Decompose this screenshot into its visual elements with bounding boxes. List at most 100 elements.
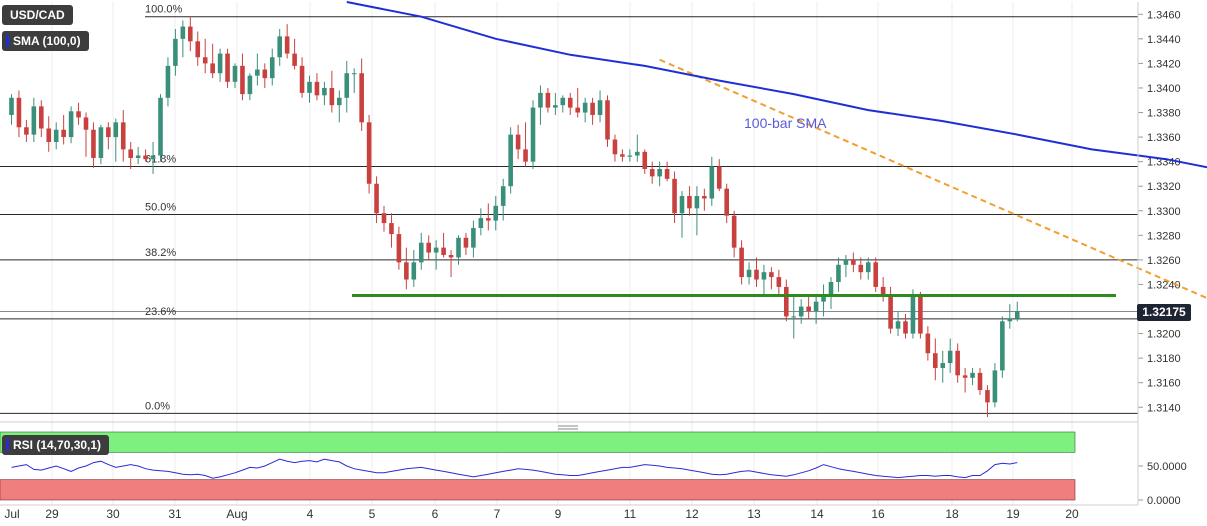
candle-body[interactable] — [180, 26, 186, 39]
sma-indicator-tag[interactable]: SMA (100,0) — [2, 31, 89, 51]
resize-handle[interactable] — [558, 425, 578, 430]
candle-body[interactable] — [255, 69, 260, 76]
candle-body[interactable] — [821, 296, 826, 302]
candle-body[interactable] — [895, 321, 901, 329]
candle-body[interactable] — [53, 129, 59, 142]
candle-body[interactable] — [135, 155, 141, 158]
candle-body[interactable] — [344, 73, 350, 98]
candle-body[interactable] — [232, 65, 238, 82]
candle-body[interactable] — [1007, 318, 1013, 322]
candle-body[interactable] — [128, 149, 133, 158]
candle-body[interactable] — [1000, 321, 1005, 371]
candle-body[interactable] — [225, 53, 230, 82]
candle-body[interactable] — [143, 155, 148, 160]
candle-body[interactable] — [702, 196, 707, 199]
candle-body[interactable] — [106, 127, 111, 138]
candle-body[interactable] — [843, 259, 849, 265]
candle-body[interactable] — [828, 282, 834, 297]
candle-body[interactable] — [202, 57, 208, 64]
candle-body[interactable] — [9, 97, 14, 115]
candle-body[interactable] — [404, 262, 409, 280]
candle-body[interactable] — [903, 321, 908, 334]
candle-body[interactable] — [396, 234, 402, 263]
candle-body[interactable] — [1014, 311, 1020, 319]
candle-body[interactable] — [918, 296, 923, 334]
candle-body[interactable] — [858, 264, 864, 273]
candle-body[interactable] — [31, 106, 37, 135]
candle-body[interactable] — [150, 155, 156, 160]
candle-body[interactable] — [299, 65, 305, 93]
candlesticks[interactable] — [9, 16, 1020, 418]
candle-body[interactable] — [493, 205, 499, 221]
candle-body[interactable] — [865, 262, 871, 273]
candle-body[interactable] — [433, 247, 439, 253]
candle-body[interactable] — [761, 272, 767, 280]
candle-body[interactable] — [560, 97, 566, 106]
candle-body[interactable] — [359, 73, 364, 123]
candle-body[interactable] — [314, 81, 320, 96]
candle-body[interactable] — [337, 97, 342, 106]
candle-body[interactable] — [784, 286, 789, 317]
candle-body[interactable] — [269, 57, 275, 79]
candle-body[interactable] — [664, 169, 670, 179]
candle-body[interactable] — [329, 87, 335, 106]
candle-body[interactable] — [277, 36, 282, 58]
candle-body[interactable] — [188, 26, 193, 42]
candle-body[interactable] — [910, 296, 916, 334]
candle-body[interactable] — [165, 65, 171, 98]
candle-body[interactable] — [158, 97, 163, 156]
candle-body[interactable] — [605, 100, 610, 140]
candle-body[interactable] — [836, 264, 841, 282]
candle-body[interactable] — [530, 107, 536, 162]
candle-body[interactable] — [806, 306, 811, 312]
candle-body[interactable] — [709, 166, 715, 199]
rsi-indicator-tag[interactable]: RSI (14,70,30,1) — [2, 435, 110, 455]
candle-body[interactable] — [769, 272, 774, 278]
candle-body[interactable] — [463, 237, 469, 248]
candle-body[interactable] — [985, 390, 990, 403]
candle-body[interactable] — [724, 188, 729, 216]
candle-body[interactable] — [217, 53, 223, 74]
candle-body[interactable] — [933, 353, 938, 368]
candle-body[interactable] — [366, 122, 372, 184]
candle-body[interactable] — [746, 269, 752, 278]
candle-body[interactable] — [39, 106, 44, 129]
candle-body[interactable] — [694, 196, 700, 209]
candle-body[interactable] — [351, 73, 357, 75]
candle-body[interactable] — [381, 213, 387, 224]
candle-body[interactable] — [441, 247, 446, 255]
candle-body[interactable] — [262, 69, 268, 79]
candle-body[interactable] — [582, 102, 588, 113]
candle-body[interactable] — [426, 242, 431, 253]
candle-body[interactable] — [739, 247, 744, 278]
candle-body[interactable] — [210, 63, 215, 74]
candle-body[interactable] — [508, 134, 513, 187]
candle-body[interactable] — [545, 92, 551, 108]
candle-body[interactable] — [940, 363, 946, 368]
candle-body[interactable] — [977, 372, 983, 391]
candle-body[interactable] — [16, 97, 22, 128]
candle-body[interactable] — [992, 370, 998, 403]
candle-body[interactable] — [61, 129, 66, 138]
candle-body[interactable] — [471, 227, 476, 248]
candle-body[interactable] — [486, 218, 491, 221]
candle-body[interactable] — [195, 41, 201, 58]
candle-body[interactable] — [448, 254, 454, 258]
candle-body[interactable] — [754, 269, 759, 280]
candle-body[interactable] — [649, 169, 655, 177]
candle-body[interactable] — [322, 87, 327, 96]
candle-body[interactable] — [798, 306, 804, 317]
candle-body[interactable] — [538, 92, 543, 108]
candle-body[interactable] — [284, 36, 290, 54]
candle-body[interactable] — [500, 186, 506, 206]
candle-body[interactable] — [46, 128, 52, 142]
candle-body[interactable] — [76, 111, 81, 118]
candle-body[interactable] — [925, 333, 931, 354]
candle-body[interactable] — [418, 242, 424, 263]
candle-body[interactable] — [478, 218, 484, 228]
candle-body[interactable] — [627, 155, 633, 157]
candle-body[interactable] — [635, 151, 640, 156]
candle-body[interactable] — [947, 350, 953, 364]
candle-body[interactable] — [597, 100, 603, 115]
